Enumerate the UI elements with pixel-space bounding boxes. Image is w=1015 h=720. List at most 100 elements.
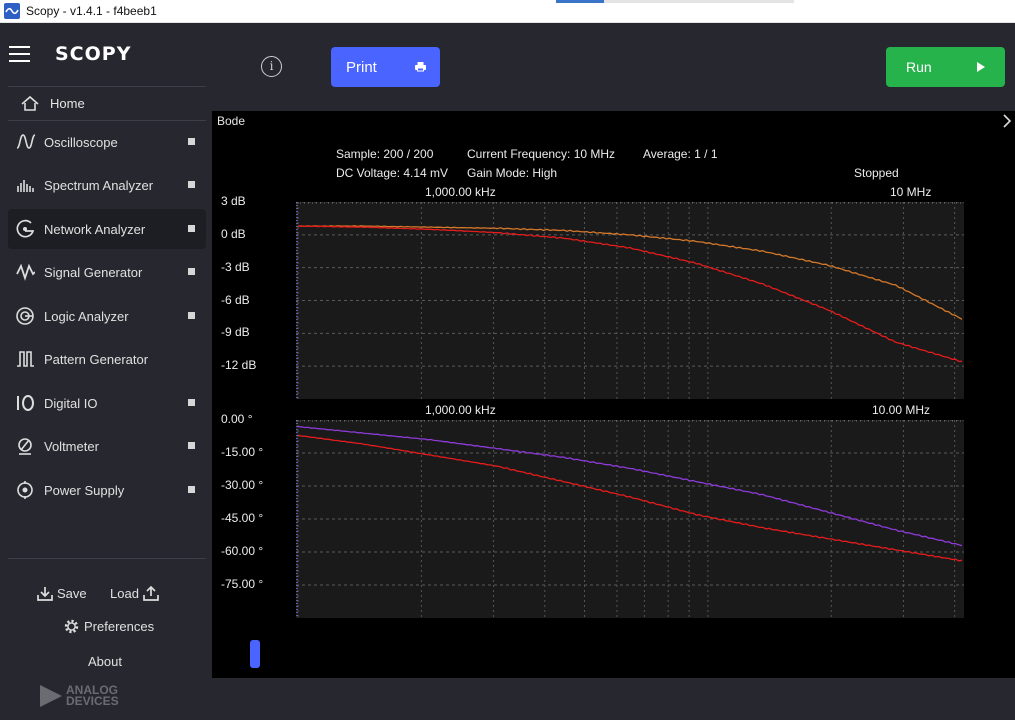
scopy-app-icon xyxy=(4,3,20,19)
tool-status-indicator[interactable] xyxy=(188,312,195,319)
magnitude-y-tick: 0 dB xyxy=(221,226,246,241)
bode-plot-area: Bode Sample: 200 / 200 Current Frequency… xyxy=(212,111,1015,678)
phase-plot-canvas xyxy=(296,420,964,618)
magnitude-y-tick: 3 dB xyxy=(221,194,246,208)
toolbar: i Print Run xyxy=(212,23,1015,111)
signal-generator-icon xyxy=(14,262,36,282)
sidebar-item-signal-generator[interactable]: Signal Generator xyxy=(8,252,206,292)
series-line-1 xyxy=(297,225,963,363)
tool-status-indicator[interactable] xyxy=(188,442,195,449)
magnitude-y-tick: -9 dB xyxy=(221,325,250,340)
sidebar-item-logic-analyzer[interactable]: Logic Analyzer xyxy=(8,296,206,336)
printer-icon xyxy=(415,62,426,72)
sidebar-item-label: Power Supply xyxy=(44,482,125,498)
divider xyxy=(8,120,206,121)
sidebar-item-spectrum-analyzer[interactable]: Spectrum Analyzer xyxy=(8,165,206,205)
magnitude-x-tick: 1,000.00 kHz xyxy=(425,185,496,199)
tool-status-indicator[interactable] xyxy=(188,486,195,493)
menu-icon[interactable] xyxy=(9,46,30,62)
tool-status-indicator[interactable] xyxy=(188,181,195,188)
run-button[interactable]: Run xyxy=(886,47,1005,87)
analog-devices-logo-mark xyxy=(40,685,62,707)
sidebar-item-label: Oscilloscope xyxy=(44,134,118,150)
sidebar-item-label: Logic Analyzer xyxy=(44,308,129,324)
analog-devices-logo: ANALOG DEVICES xyxy=(40,683,119,708)
sidebar-item-pattern-generator[interactable]: Pattern Generator xyxy=(8,339,206,379)
gain-mode-readout: Gain Mode: High xyxy=(467,166,558,180)
sidebar-item-network-analyzer[interactable]: Network Analyzer xyxy=(8,209,206,249)
print-button[interactable]: Print xyxy=(331,47,440,87)
logic-analyzer-icon xyxy=(14,306,36,326)
gear-icon xyxy=(64,619,79,634)
phase-y-tick: -75.00 ° xyxy=(221,577,264,591)
magnitude-plot-canvas xyxy=(296,202,964,399)
phase-x-tick: 10.00 MHz xyxy=(872,403,931,417)
plot-title: Bode xyxy=(217,114,246,128)
oscilloscope-icon xyxy=(14,132,36,152)
save-button[interactable]: Save xyxy=(33,586,87,601)
average-readout: Average: 1 / 1 xyxy=(643,147,718,161)
titlebar-divider xyxy=(604,0,794,3)
sidebar-item-label: Digital IO xyxy=(44,395,98,411)
save-label: Save xyxy=(57,586,87,601)
phase-y-tick: -60.00 ° xyxy=(221,544,264,558)
sidebar-item-label: Pattern Generator xyxy=(44,351,149,367)
spectrum-analyzer-icon xyxy=(14,175,36,195)
preferences-label: Preferences xyxy=(84,619,155,634)
voltmeter-icon xyxy=(14,436,36,456)
magnitude-plot[interactable] xyxy=(296,202,964,399)
series-line-0 xyxy=(297,225,963,320)
titlebar-accent xyxy=(556,0,604,3)
digital-io-icon xyxy=(14,393,36,413)
tool-status-indicator[interactable] xyxy=(188,225,195,232)
load-button[interactable]: Load xyxy=(110,586,163,601)
phase-y-tick: -45.00 ° xyxy=(221,511,264,525)
load-label: Load xyxy=(110,586,139,601)
sidebar-item-label: Network Analyzer xyxy=(44,221,146,237)
phase-y-tick: 0.00 ° xyxy=(221,412,253,426)
magnitude-y-tick: -6 dB xyxy=(221,292,250,307)
power-supply-icon xyxy=(14,480,36,500)
tool-status-indicator[interactable] xyxy=(188,399,195,406)
sidebar-item-oscilloscope[interactable]: Oscilloscope xyxy=(8,122,206,162)
brand-line-2: DEVICES xyxy=(66,694,119,708)
main-panel: i Print Run Bode Sample: 200 / 200 Curre… xyxy=(212,23,1015,720)
phase-y-tick: -30.00 ° xyxy=(221,478,264,492)
about-label: About xyxy=(88,654,122,669)
divider xyxy=(8,558,206,559)
scopy-logo: SCOPY xyxy=(55,43,132,65)
magnitude-x-tick: 10 MHz xyxy=(890,185,932,199)
upload-icon xyxy=(143,586,159,601)
window-titlebar: Scopy - v1.4.1 - f4beeb1 xyxy=(0,0,1015,23)
brand-line-1: ANALOG xyxy=(66,683,118,697)
current-frequency-readout: Current Frequency: 10 MHz xyxy=(467,147,616,161)
phase-x-tick: 1,000.00 kHz xyxy=(425,403,496,417)
tool-status-indicator[interactable] xyxy=(188,138,195,145)
network-analyzer-icon xyxy=(14,219,36,239)
tool-status-indicator[interactable] xyxy=(188,268,195,275)
magnitude-y-tick: -3 dB xyxy=(221,259,250,274)
phase-plot[interactable] xyxy=(296,420,964,618)
pattern-generator-icon xyxy=(14,349,36,369)
preferences-button[interactable]: Preferences xyxy=(59,618,154,635)
scroll-handle[interactable] xyxy=(250,640,260,668)
sidebar-item-label: Signal Generator xyxy=(44,264,143,280)
about-button[interactable]: About xyxy=(88,654,122,669)
play-icon xyxy=(977,62,985,72)
home-icon xyxy=(21,95,39,111)
sidebar-item-label: Voltmeter xyxy=(44,438,99,454)
dc-voltage-readout: DC Voltage: 4.14 mV xyxy=(336,166,449,180)
magnitude-y-tick: -12 dB xyxy=(221,358,257,373)
info-icon[interactable]: i xyxy=(261,56,282,77)
sidebar-item-power-supply[interactable]: Power Supply xyxy=(8,470,206,510)
sidebar-item-digital-io[interactable]: Digital IO xyxy=(8,383,206,423)
footer-bar xyxy=(212,678,1015,720)
phase-y-tick: -15.00 ° xyxy=(221,445,264,459)
divider xyxy=(8,86,206,87)
sample-readout: Sample: 200 / 200 xyxy=(336,147,434,161)
home-button[interactable]: Home xyxy=(20,91,85,115)
chevron-right-icon[interactable] xyxy=(1002,114,1012,128)
sidebar-item-voltmeter[interactable]: Voltmeter xyxy=(8,426,206,466)
home-label: Home xyxy=(50,95,85,111)
series-line-1 xyxy=(297,434,963,562)
